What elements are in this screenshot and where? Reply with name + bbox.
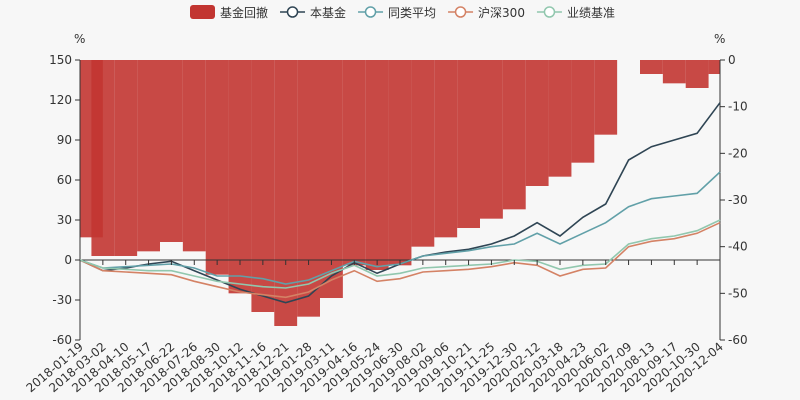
legend-item[interactable]: 本基金 [280,5,346,20]
legend-label: 同类平均 [388,6,436,20]
legend-label: 基金回撤 [220,5,268,20]
series-line-4 [79,219,721,289]
left-tick-label: 30 [57,213,72,227]
right-tick-label: -40 [728,240,748,254]
drawdown-bar [137,60,160,252]
drawdown-bar [411,60,435,247]
legend-circle-icon [364,6,377,18]
right-unit-label: % [714,32,725,46]
drawdown-bars [80,60,720,326]
left-tick-label: 150 [49,53,72,67]
drawdown-bar [297,60,320,317]
drawdown-bar [525,60,549,186]
drawdown-bar [182,60,206,252]
drawdown-bar [708,60,720,74]
drawdown-bar [502,60,526,210]
legend-bar-icon [190,5,215,19]
drawdown-bar [365,60,389,270]
series-line-3 [79,221,721,299]
drawdown-bar [571,60,595,163]
drawdown-bar [457,60,480,228]
legend-item[interactable]: 业绩基准 [536,6,615,20]
drawdown-bar [205,60,229,275]
left-tick-label: 90 [57,133,72,147]
drawdown-bar [91,60,115,256]
right-tick-label: -10 [728,100,748,114]
drawdown-bar [342,60,366,266]
legend-label: 业绩基准 [567,6,615,20]
left-tick-label: 0 [64,253,72,267]
legend-item[interactable]: 同类平均 [358,6,436,20]
drawdown-bar [228,60,252,294]
drawdown-bar [160,60,183,242]
legend-label: 本基金 [310,5,346,20]
legend-label: 沪深300 [478,6,525,20]
drawdown-bar [251,60,275,312]
legend-circle-icon [286,6,299,18]
left-tick-label: 60 [57,173,72,187]
right-tick-label: -50 [728,286,748,300]
drawdown-bar [662,60,686,84]
right-axis-ticks: 0 -10 -20 -30 -40 -50 -60 [720,53,748,347]
drawdown-bar [685,60,709,88]
right-tick-label: -30 [728,193,748,207]
drawdown-bar [640,60,663,74]
legend-item[interactable]: 沪深300 [448,6,525,20]
right-tick-label: 0 [728,53,736,67]
drawdown-bar [594,60,618,135]
left-tick-label: -30 [52,293,72,307]
drawdown-bar [480,60,503,219]
right-tick-label: -20 [728,146,748,160]
left-unit-label: % [74,32,85,46]
drawdown-bar [548,60,572,177]
legend-item[interactable]: 基金回撤 [190,5,268,20]
drawdown-bar [320,60,343,298]
left-axis-ticks: 150 120 90 60 30 0 -30 -60 [49,53,80,347]
drawdown-bar [114,60,138,256]
legend-circle-icon [454,6,467,18]
drawdown-bar [434,60,458,238]
drawdown-bar [388,60,412,266]
left-tick-label: 120 [49,93,72,107]
right-tick-label: -60 [728,333,748,347]
legend-circle-icon [543,6,556,18]
legend: 基金回撤 本基金 同类平均 沪深300 业绩基准 [190,5,615,20]
left-tick-label: -60 [52,333,72,347]
